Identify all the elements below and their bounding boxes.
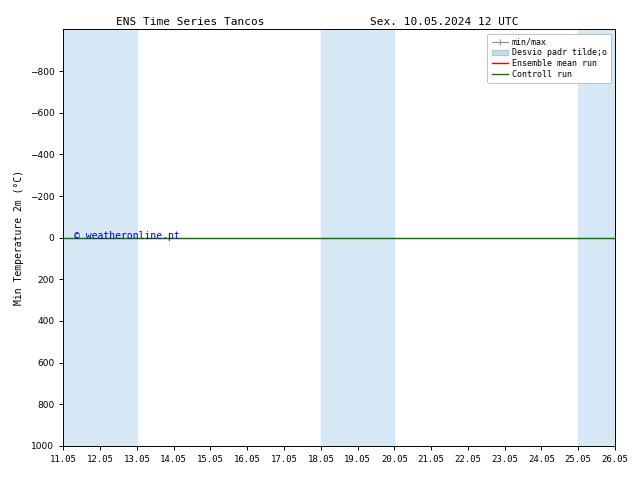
- Bar: [63, 29, 100, 446]
- Bar: [358, 29, 394, 446]
- Text: © weatheronline.pt: © weatheronline.pt: [74, 231, 180, 242]
- Text: Sex. 10.05.2024 12 UTC: Sex. 10.05.2024 12 UTC: [370, 17, 518, 27]
- Text: ENS Time Series Tancos: ENS Time Series Tancos: [116, 17, 264, 27]
- Bar: [321, 29, 358, 446]
- Bar: [100, 29, 137, 446]
- Y-axis label: Min Temperature 2m (°C): Min Temperature 2m (°C): [14, 170, 24, 305]
- Bar: [578, 29, 615, 446]
- Legend: min/max, Desvio padr tilde;o, Ensemble mean run, Controll run: min/max, Desvio padr tilde;o, Ensemble m…: [488, 34, 611, 83]
